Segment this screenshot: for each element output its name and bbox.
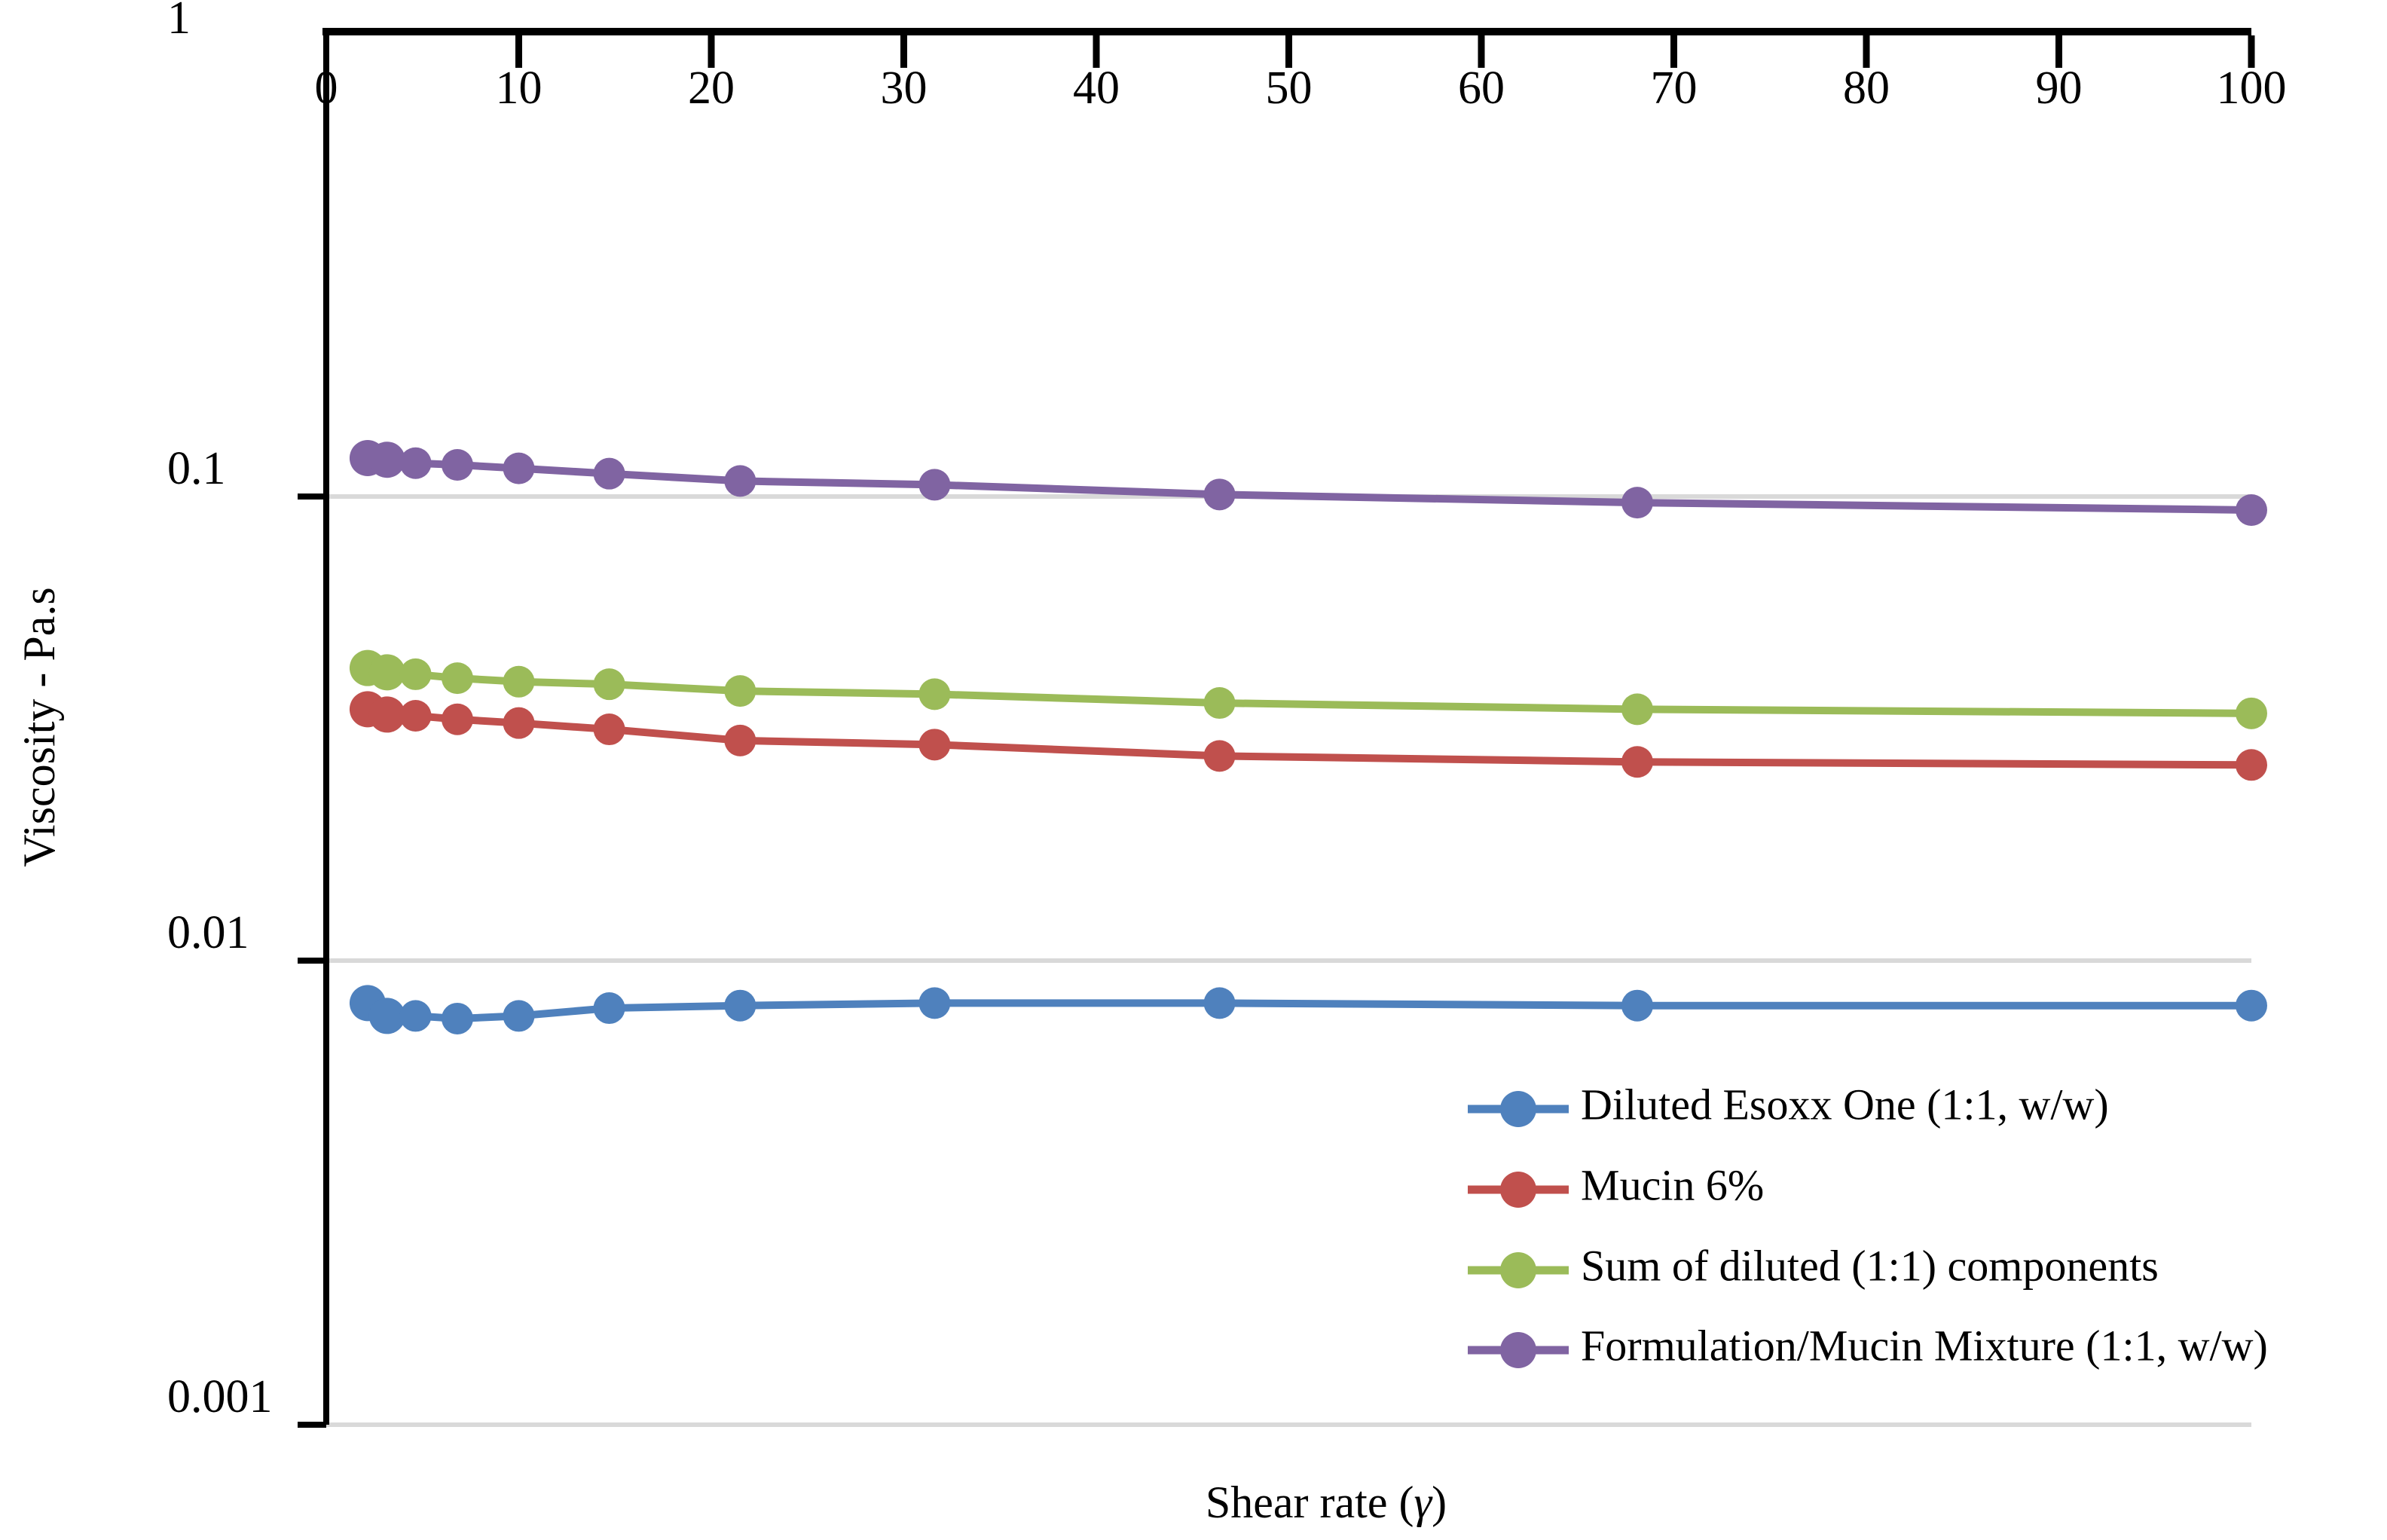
legend-item-0: Diluted Esoxx One (1:1, w/w) [1468,1080,2109,1129]
series-0-point-6 [724,989,756,1022]
x-tick-label: 90 [2036,63,2083,114]
series-0-point-1 [368,998,405,1034]
series-line-0 [365,999,2251,1022]
legend-marker-icon [1500,1332,1536,1368]
series-3-point-6 [724,465,756,497]
series-0-point-10 [2236,989,2267,1022]
x-tick-label: 100 [2217,63,2287,114]
y-tick-label: 1 [167,0,191,44]
series-line-1 [366,705,2252,769]
x-tick-label: 80 [1843,63,1890,114]
series-1-point-8 [1203,740,1236,772]
series-3-point-10 [2236,493,2267,526]
x-tick-label: 30 [881,63,928,114]
series-3-point-9 [1621,487,1653,519]
series-1-point-2 [399,699,432,732]
series-2-point-6 [724,675,756,707]
series-3-point-3 [441,448,473,481]
series-2-point-2 [399,658,432,690]
series-2-point-7 [918,678,951,710]
series-1-point-3 [441,703,473,735]
legend-item-3: Formulation/Mucin Mixture (1:1, w/w) [1468,1321,2268,1370]
series-0-point-2 [399,1000,432,1032]
series-0-point-9 [1621,989,1653,1022]
series-1-point-5 [593,713,625,746]
x-tick-label: 20 [688,63,735,114]
x-tick-label: 70 [1651,63,1698,114]
series-0-point-8 [1203,987,1236,1019]
series-line-3 [367,454,2252,514]
series-0-point-3 [441,1002,473,1034]
series-0-point-5 [593,992,625,1025]
series-3-point-1 [368,442,405,478]
x-tick-label: 40 [1073,63,1120,114]
series-2-point-9 [1621,693,1653,726]
series-2-point-8 [1203,687,1236,720]
series-3-point-7 [918,469,951,501]
legend-label: Mucin 6% [1581,1160,1764,1209]
series-1-point-6 [724,724,756,756]
series-3-point-4 [503,452,535,484]
y-tick-label: 0.001 [167,1371,273,1422]
y-axis-title: Viscosity - Pa.s [14,587,64,866]
series-1-point-4 [503,707,535,739]
series-0-point-4 [503,1000,535,1032]
x-tick-label: 10 [496,63,542,114]
series-2-point-1 [368,654,405,691]
series-line-2 [366,664,2252,717]
legend-label: Sum of diluted (1:1) components [1581,1241,2159,1290]
series-3-point-5 [593,457,625,490]
y-tick-label: 0.01 [167,907,249,958]
x-tick-label: 0 [315,63,338,114]
x-tick-label: 60 [1458,63,1505,114]
legend-marker-icon [1500,1252,1536,1288]
x-axis-title: Shear rate (γ) [1206,1477,1447,1527]
x-tick-label: 50 [1266,63,1313,114]
series-2-point-4 [503,665,535,698]
series-3-point-8 [1203,478,1236,511]
series-0-point-7 [918,987,951,1019]
series-1-point-10 [2236,749,2267,781]
legend-item-1: Mucin 6% [1468,1160,1764,1209]
y-tick-label: 0.1 [167,443,226,494]
legend-label: Formulation/Mucin Mixture (1:1, w/w) [1581,1321,2268,1370]
series-1-point-1 [368,696,405,733]
series-1-point-7 [918,729,951,761]
series-2-point-10 [2236,697,2267,729]
series-2-point-5 [593,668,625,701]
legend-marker-icon [1500,1091,1536,1127]
series-1-point-9 [1621,746,1653,778]
series-2-point-3 [441,662,473,695]
legend-item-2: Sum of diluted (1:1) components [1468,1241,2159,1290]
series-3-point-2 [399,447,432,479]
legend-label: Diluted Esoxx One (1:1, w/w) [1581,1080,2109,1129]
legend-marker-icon [1500,1172,1536,1208]
